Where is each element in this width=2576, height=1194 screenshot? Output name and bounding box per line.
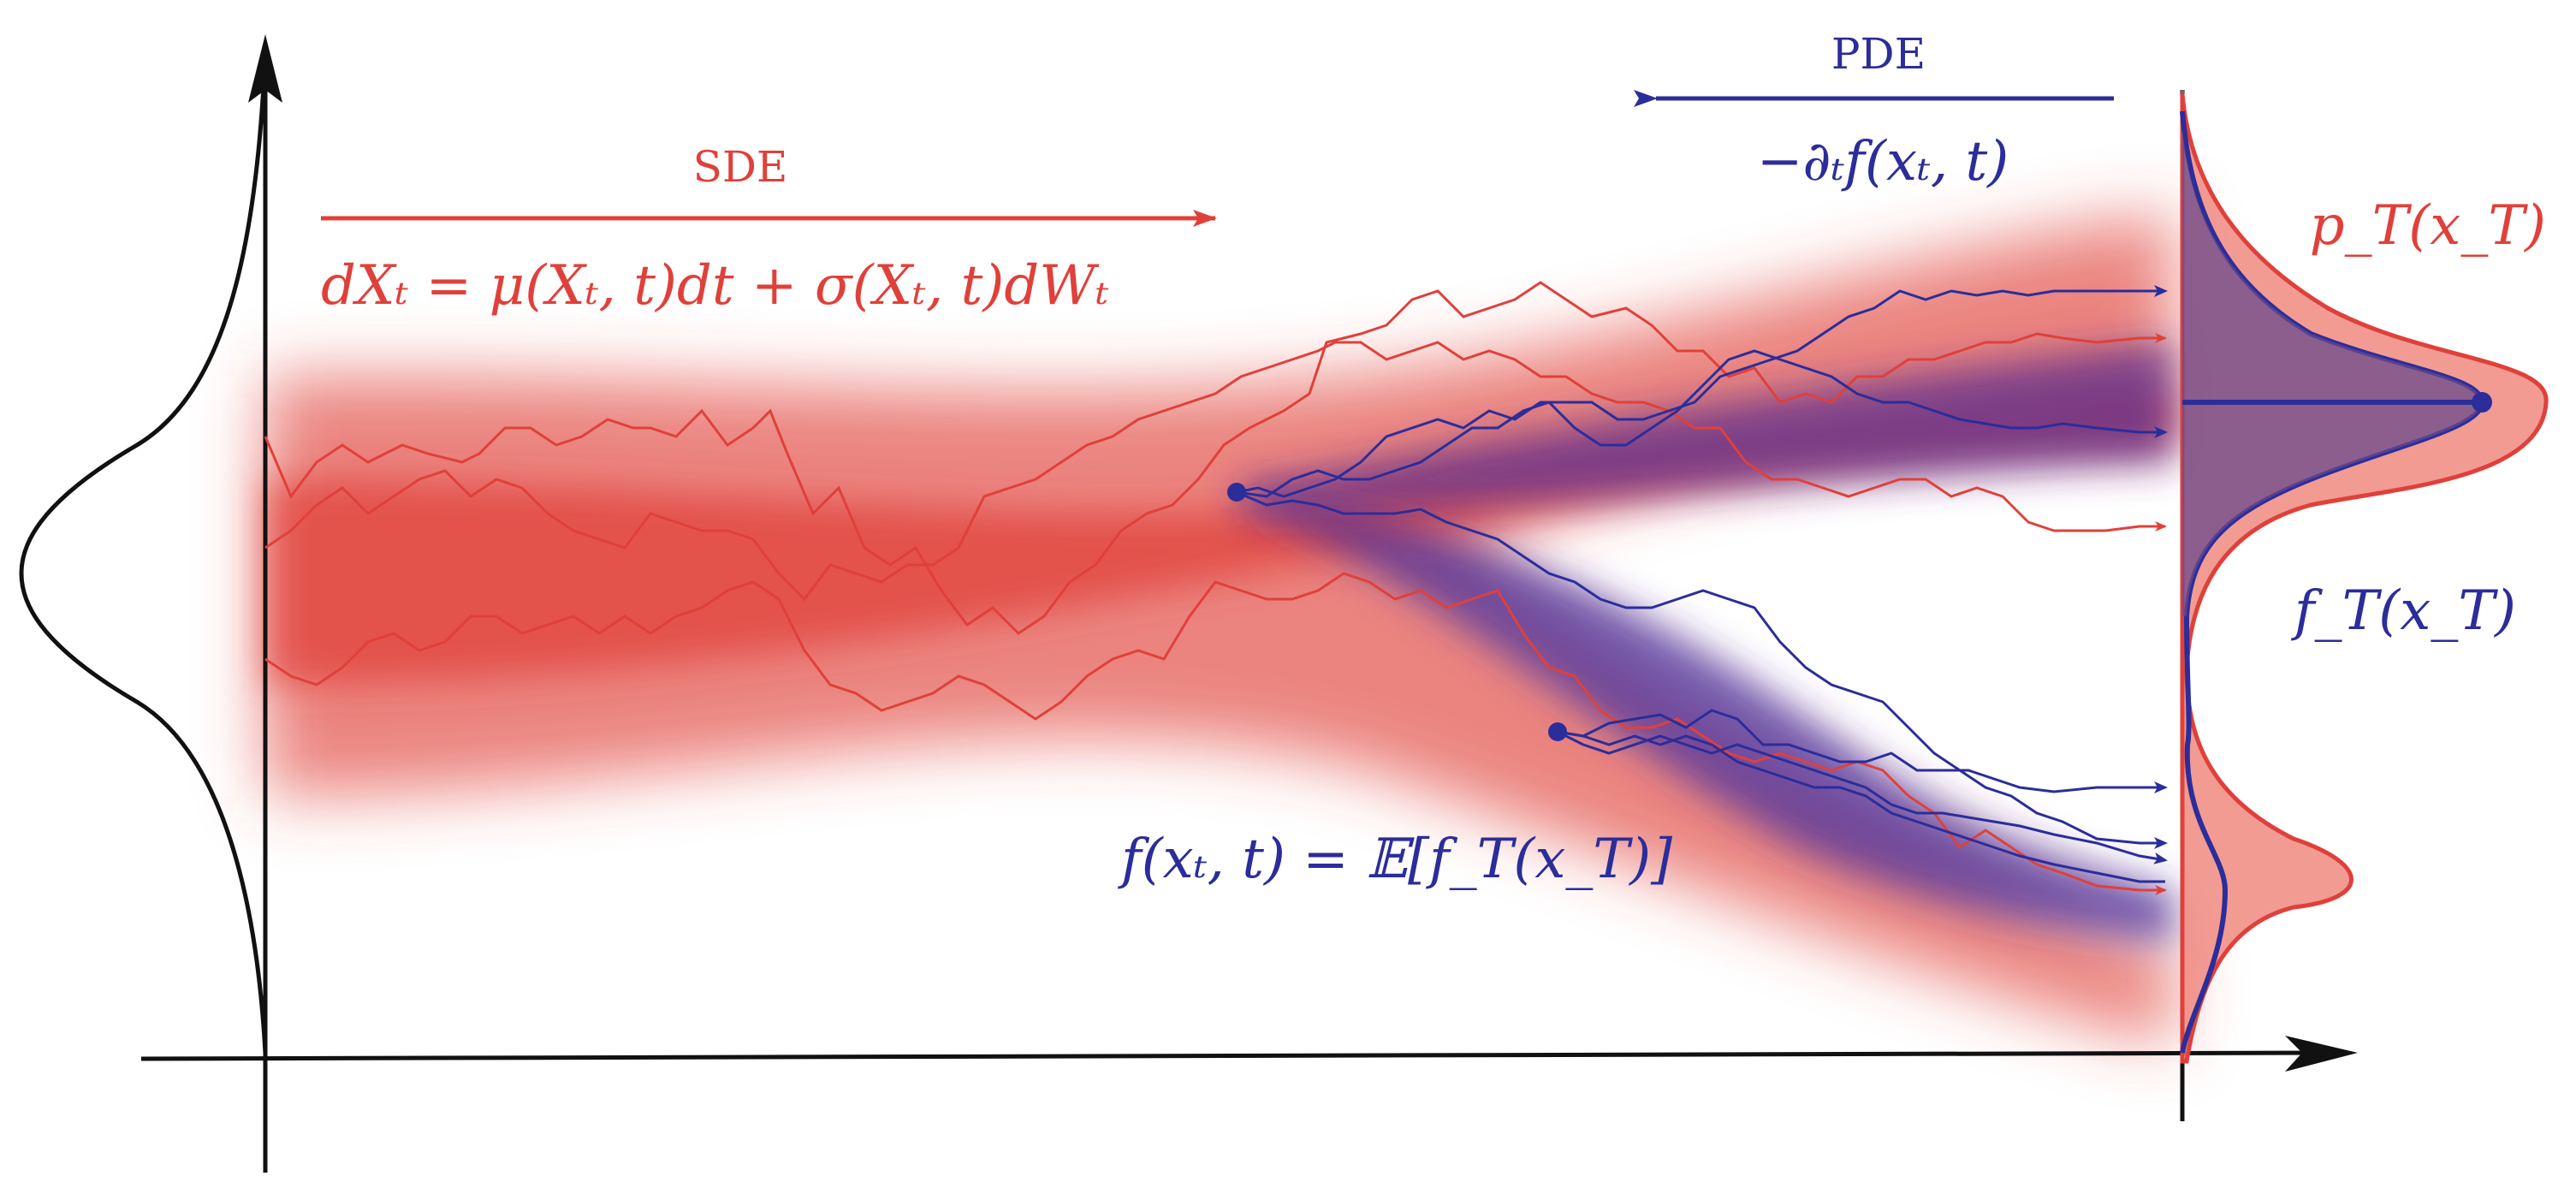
x-axis xyxy=(140,1050,2329,1061)
pde-path-5 xyxy=(1557,730,2168,864)
sde-sample-paths xyxy=(264,281,2167,895)
pde-path-1 xyxy=(1236,285,2168,498)
pde-equation: −∂ₜf(xₜ, t) xyxy=(1757,130,2009,193)
terminal-value-dot xyxy=(2472,392,2492,413)
sde-title: SDE xyxy=(693,142,788,192)
sde-density-band xyxy=(265,214,2174,1044)
terminal-densities xyxy=(2180,93,2549,1064)
pde-path-4 xyxy=(1557,709,2168,793)
sde-equation: dXₜ = μ(Xₜ, t)dt + σ(Xₜ, t)dWₜ xyxy=(321,254,1109,318)
pde-path-3 xyxy=(1236,490,2168,849)
sde-path-2 xyxy=(264,341,2167,602)
expectation-equation: f(xₜ, t) = 𝔼[f_T(x_T)] xyxy=(1118,828,1673,891)
sde-path-3 xyxy=(264,572,2167,895)
pde-title: PDE xyxy=(1831,29,1926,79)
pde-start-point-2 xyxy=(1548,722,1567,741)
pde-start-point-1 xyxy=(1227,483,1246,502)
overlap-fill xyxy=(2182,128,2482,616)
pde-path-2 xyxy=(1236,349,2168,498)
pde-path-6 xyxy=(1557,730,2165,883)
p-T-label: p_T(x_T) xyxy=(2310,194,2546,258)
x-axis-arrowhead xyxy=(2285,1036,2358,1072)
sde-path-1 xyxy=(264,281,2167,635)
pde-paths xyxy=(1227,285,2168,883)
initial-density-curve xyxy=(19,50,268,1054)
f-T-label: f_T(x_T) xyxy=(2291,579,2516,643)
